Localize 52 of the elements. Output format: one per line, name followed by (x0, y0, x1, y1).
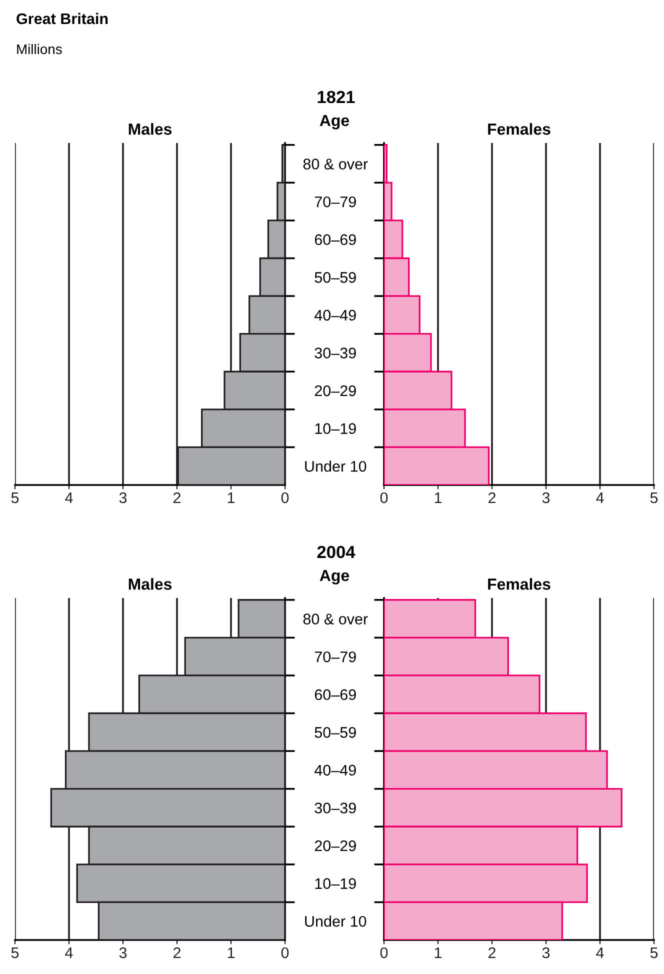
x-tick-label: 1 (228, 948, 235, 958)
x-tick-label: 3 (119, 947, 127, 958)
y-tick-label: 30–39 (314, 348, 356, 358)
x-tick-label: 0 (380, 947, 388, 958)
y-tick-label: 50–59 (314, 272, 356, 283)
x-tick-label: 2 (488, 947, 496, 958)
x-tick-label: 2 (174, 947, 180, 958)
y-tick-label: 80 & over (303, 158, 368, 170)
y-tick-label: 70–79 (314, 196, 356, 208)
chart-title: Males (128, 578, 172, 590)
chart-subtitle: 1821 (318, 90, 355, 104)
x-tick-label: 1 (434, 492, 442, 504)
y-tick-label: 10–19 (315, 878, 356, 889)
x-tick-label: 4 (65, 948, 73, 958)
y-tick-label: 70–79 (314, 651, 356, 662)
chart-title: Females (488, 123, 550, 135)
y-tick-label: 20–29 (314, 840, 356, 852)
y-tick-label: 20–29 (314, 385, 356, 396)
x-tick-label: 0 (281, 492, 289, 504)
y-tick-label: 60–69 (314, 234, 356, 246)
x-tick-label: 3 (119, 492, 127, 504)
x-tick-label: 4 (596, 492, 604, 504)
chart-subtitle: 2004 (317, 546, 356, 558)
y-tick-label: 40–49 (314, 764, 356, 776)
x-tick-label: 0 (380, 492, 388, 504)
x-tick-label: 3 (542, 492, 550, 504)
y-axis-title: Age (320, 115, 350, 130)
x-tick-label: 4 (65, 492, 73, 504)
x-tick-label: 1 (228, 492, 235, 504)
x-tick-label: 1 (434, 948, 442, 958)
text: Great Britain (16, 12, 108, 24)
x-tick-label: 0 (281, 947, 289, 958)
text: Millions (17, 44, 62, 54)
y-tick-label: Under 10 (305, 460, 366, 472)
y-tick-label: 30–39 (314, 802, 356, 814)
x-tick-label: 2 (488, 492, 496, 504)
y-tick-label: Under 10 (305, 916, 366, 927)
x-tick-label: 3 (542, 947, 550, 958)
y-tick-label: 40–49 (314, 310, 356, 321)
y-tick-label: 80 & over (303, 614, 368, 624)
chart-title: Males (128, 123, 172, 135)
y-tick-label: 60–69 (314, 689, 356, 700)
y-tick-label: 10–19 (315, 423, 356, 434)
x-tick-label: 4 (596, 948, 604, 958)
x-tick-label: 5 (11, 948, 19, 958)
x-tick-label: 5 (11, 492, 19, 504)
y-tick-label: 50–59 (314, 727, 356, 738)
chart-title: Females (488, 578, 550, 590)
x-tick-label: 5 (650, 948, 658, 958)
y-axis-title: Age (320, 570, 350, 584)
x-tick-label: 2 (174, 492, 180, 504)
x-tick-label: 5 (650, 492, 658, 504)
